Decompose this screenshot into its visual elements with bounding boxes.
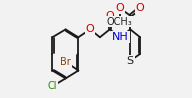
Text: O: O <box>105 11 114 21</box>
Text: Br: Br <box>60 57 71 67</box>
Text: O: O <box>115 3 124 13</box>
Text: OCH₃: OCH₃ <box>107 17 132 27</box>
Text: O: O <box>136 3 144 13</box>
Text: S: S <box>127 56 134 66</box>
Text: Cl: Cl <box>48 81 57 91</box>
Text: O: O <box>86 24 94 34</box>
Text: NH: NH <box>112 32 129 42</box>
